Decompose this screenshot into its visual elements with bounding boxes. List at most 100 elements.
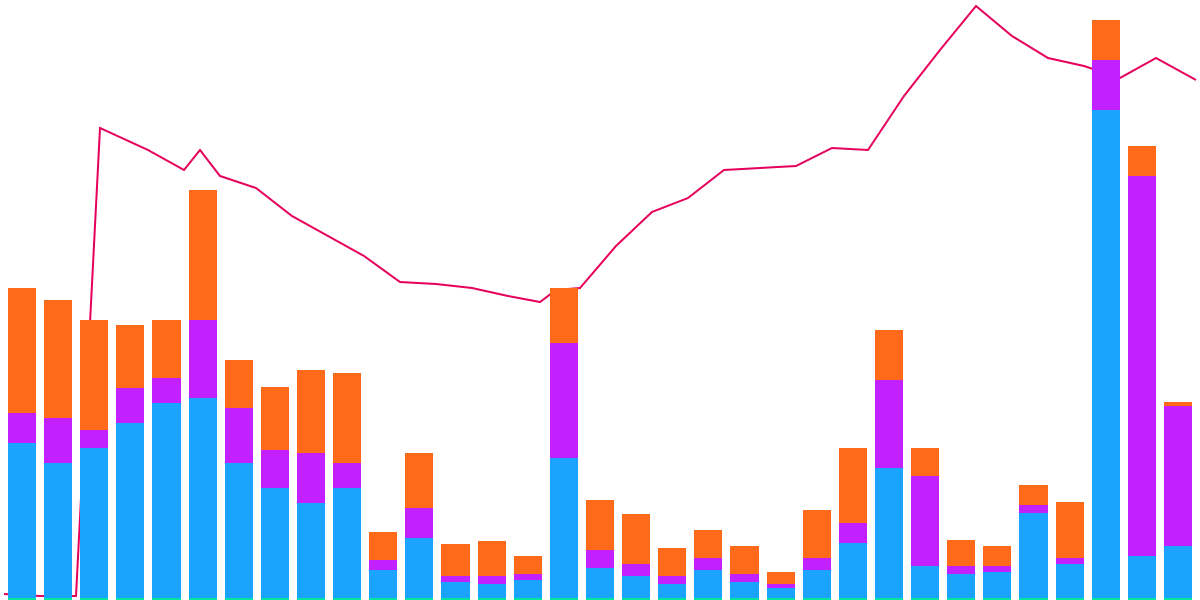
bar-group xyxy=(803,510,831,600)
bar-segment-blue xyxy=(152,403,180,598)
bar-segment-orange xyxy=(478,541,506,576)
bar-segment-purple xyxy=(658,576,686,584)
bar-segment-orange xyxy=(261,387,289,450)
bar-segment-purple xyxy=(694,558,722,570)
bar-segment-purple xyxy=(1056,558,1084,564)
bar-group xyxy=(1056,502,1084,600)
bar-group xyxy=(839,448,867,600)
bar-group xyxy=(225,360,253,600)
bar-segment-orange xyxy=(947,540,975,566)
bar-segment-orange xyxy=(622,514,650,564)
bar-segment-purple xyxy=(586,550,614,568)
bar-segment-blue xyxy=(1092,110,1120,598)
bar-segment-blue xyxy=(514,580,542,598)
bar-segment-blue xyxy=(694,570,722,598)
bar-segment-purple xyxy=(333,463,361,488)
bar-group xyxy=(441,544,469,600)
bar-segment-purple xyxy=(80,430,108,448)
bar-segment-blue xyxy=(839,543,867,598)
bar-segment-orange xyxy=(441,544,469,576)
bar-segment-blue xyxy=(1128,556,1156,598)
bar-segment-purple xyxy=(1092,60,1120,110)
bar-segment-purple xyxy=(116,388,144,423)
bar-segment-purple xyxy=(1019,505,1047,513)
bar-segment-orange xyxy=(80,320,108,430)
bar-segment-blue xyxy=(44,463,72,598)
bar-segment-blue xyxy=(369,570,397,598)
bar-segment-orange xyxy=(1019,485,1047,505)
bar-group xyxy=(658,548,686,600)
bar-segment-orange xyxy=(767,572,795,584)
bar-segment-orange xyxy=(1128,146,1156,176)
bar-group xyxy=(478,541,506,600)
bar-segment-purple xyxy=(152,378,180,403)
bar-segment-purple xyxy=(767,584,795,588)
bar-segment-orange xyxy=(658,548,686,576)
bar-segment-purple xyxy=(839,523,867,543)
bar-group xyxy=(1128,146,1156,600)
bar-group xyxy=(1092,20,1120,600)
bar-group xyxy=(261,387,289,600)
bar-segment-blue xyxy=(80,448,108,598)
bar-segment-blue xyxy=(911,566,939,598)
bar-segment-purple xyxy=(803,558,831,570)
bar-group xyxy=(622,514,650,600)
bar-segment-purple xyxy=(189,320,217,398)
bar-segment-blue xyxy=(1019,513,1047,598)
bar-segment-orange xyxy=(405,453,433,508)
bar-segment-orange xyxy=(1164,402,1192,406)
bar-segment-orange xyxy=(297,370,325,453)
bar-group xyxy=(983,546,1011,600)
bar-group xyxy=(550,288,578,600)
bar-segment-purple xyxy=(947,566,975,574)
bar-segment-blue xyxy=(478,584,506,598)
bar-segment-orange xyxy=(550,288,578,343)
bar-segment-purple xyxy=(478,576,506,584)
bar-segment-orange xyxy=(983,546,1011,566)
bar-group xyxy=(514,556,542,600)
bar-segment-purple xyxy=(1128,176,1156,556)
bar-group xyxy=(911,448,939,600)
bar-group xyxy=(369,532,397,600)
bar-segment-blue xyxy=(441,582,469,598)
bar-segment-purple xyxy=(622,564,650,576)
bar-group xyxy=(152,320,180,600)
bar-segment-purple xyxy=(1164,406,1192,546)
bar-group xyxy=(189,190,217,600)
bar-group xyxy=(44,300,72,600)
bar-segment-orange xyxy=(1092,20,1120,60)
bar-segment-orange xyxy=(1056,502,1084,558)
bar-segment-orange xyxy=(694,530,722,558)
bar-group xyxy=(8,288,36,600)
bar-segment-blue xyxy=(333,488,361,598)
bar-group xyxy=(333,373,361,600)
bar-segment-purple xyxy=(983,566,1011,572)
bar-segment-blue xyxy=(730,582,758,598)
bar-segment-purple xyxy=(44,418,72,463)
bar-segment-orange xyxy=(839,448,867,523)
bar-segment-orange xyxy=(8,288,36,413)
bar-segment-purple xyxy=(730,574,758,582)
bar-segment-purple xyxy=(369,560,397,570)
bar-segment-blue xyxy=(116,423,144,598)
bar-segment-orange xyxy=(116,325,144,388)
bar-segment-purple xyxy=(911,476,939,566)
bar-segment-purple xyxy=(297,453,325,503)
bar-segment-blue xyxy=(405,538,433,598)
bar-group xyxy=(767,572,795,600)
bar-segment-blue xyxy=(1056,564,1084,598)
bar-segment-purple xyxy=(225,408,253,463)
bar-segment-blue xyxy=(767,588,795,598)
bar-group xyxy=(1019,485,1047,600)
bar-group xyxy=(80,320,108,600)
bar-segment-blue xyxy=(1164,546,1192,598)
bar-group xyxy=(730,546,758,600)
bar-group xyxy=(405,453,433,600)
bar-segment-orange xyxy=(803,510,831,558)
combo-chart xyxy=(0,0,1200,600)
bar-segment-orange xyxy=(225,360,253,408)
bar-segment-orange xyxy=(189,190,217,320)
bar-group xyxy=(694,530,722,600)
bar-segment-blue xyxy=(189,398,217,598)
bar-segment-blue xyxy=(875,468,903,598)
